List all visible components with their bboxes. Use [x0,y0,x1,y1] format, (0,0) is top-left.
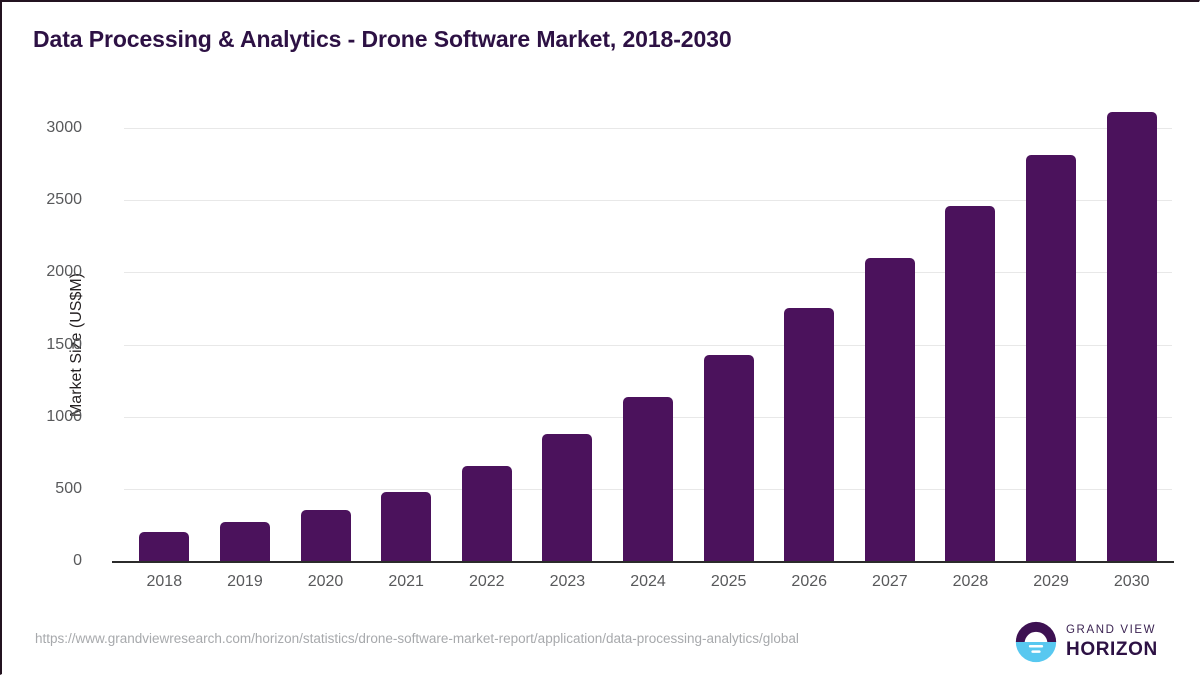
bar[interactable] [864,257,915,561]
x-axis-tick-label: 2028 [952,573,989,590]
x-axis-tick-label: 2023 [549,573,586,590]
gridline [124,200,1172,202]
x-axis-tick-label: 2019 [227,573,263,590]
logo-text-grand-view: GRAND VIEW [1066,624,1157,637]
x-axis-tick-label: 2024 [630,573,666,590]
y-axis-tick-label: 1000 [46,407,82,425]
x-axis-tick-label: 2029 [1033,573,1069,590]
bar[interactable] [623,396,673,561]
bar[interactable] [1026,155,1077,561]
x-axis-tick-label: 2025 [710,573,747,590]
gridline [124,272,1172,274]
x-axis-tick-label: 2027 [872,573,908,590]
bar[interactable] [542,434,593,561]
x-axis-tick-label: 2022 [468,573,505,590]
x-axis-tick-label: 2018 [146,573,183,590]
horizon-sun-circle-icon [1015,621,1057,663]
x-axis-tick-label: 2030 [1113,573,1150,590]
bar[interactable] [703,354,754,561]
bar[interactable] [300,510,351,561]
source-url[interactable]: https://www.grandviewresearch.com/horizo… [35,631,799,646]
bar[interactable] [219,522,270,561]
brand-logo[interactable]: GRAND VIEW HORIZON [1015,621,1158,663]
x-axis-tick-label: 2020 [307,573,344,590]
bar[interactable] [461,466,512,561]
logo-wordmark: GRAND VIEW HORIZON [1066,625,1158,659]
y-axis-tick-label: 500 [55,479,82,497]
gridline [124,344,1172,346]
x-axis-tick-label: 2026 [791,573,828,590]
y-axis-tick-label: 1500 [46,335,82,353]
bar[interactable] [1106,112,1157,561]
x-axis-line [112,561,1174,563]
logo-text-horizon: HORIZON [1066,638,1158,660]
bar[interactable] [945,205,996,561]
y-axis-tick-label: 2000 [46,263,82,281]
gridline [124,128,1172,129]
x-axis-tick-label: 2021 [388,573,424,590]
bar[interactable] [381,491,432,561]
plot-area: Market Size (US$M) 0 500 1000 1500 2000 2500 3… [46,112,1172,569]
y-axis-tick-label: 2500 [46,191,82,209]
y-axis-tick-label: 3000 [46,119,82,136]
bar[interactable] [784,307,835,561]
y-axis-tick-label: 0 [73,552,82,569]
page-title: Data Processing & Analytics - Drone Soft… [33,26,732,52]
bar[interactable] [139,532,190,561]
